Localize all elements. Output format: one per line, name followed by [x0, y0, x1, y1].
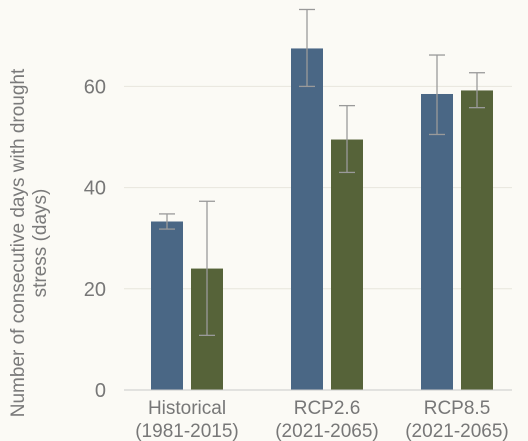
- category-label-line-2: (2021-2065): [275, 421, 379, 441]
- y-tick-label-20: 20: [84, 279, 106, 301]
- error-bar-series-1-2: [429, 54, 445, 136]
- category-label-line-2: (2021-2065): [405, 421, 509, 441]
- bar-series-1-1: [291, 48, 323, 390]
- error-bar-series-2-1: [339, 104, 355, 174]
- bars: [151, 48, 493, 391]
- error-bars: [124, 8, 512, 391]
- error-bar-series-1-0: [159, 213, 175, 230]
- x-axis-categories: Historical(1981-2015)RCP2.6(2021-2065)RC…: [135, 398, 509, 441]
- y-tick-label-40: 40: [84, 178, 106, 200]
- y-axis-title-line-2: stress (days): [30, 189, 51, 298]
- bar-series-2-1: [331, 139, 363, 390]
- bar-series-1-0: [151, 221, 183, 390]
- category-label-1: RCP2.6(2021-2065): [275, 398, 379, 441]
- error-bar-series-2-0: [199, 200, 215, 337]
- y-tick-label-60: 60: [84, 76, 106, 98]
- y-axis-ticks: 0 20 40 60: [84, 76, 106, 402]
- category-label-2: RCP8.5(2021-2065): [405, 398, 509, 441]
- error-bar-series-1-1: [299, 8, 315, 88]
- y-tick-label-0: 0: [95, 380, 106, 402]
- category-label-line-1: Historical: [148, 398, 226, 419]
- bar-series-1-2: [421, 93, 453, 391]
- y-axis-title-line-1: Number of consecutive days with drought: [8, 68, 29, 417]
- category-label-line-2: (1981-2015): [135, 421, 239, 441]
- category-label-line-1: RCP8.5: [424, 398, 491, 419]
- bar-series-2-2: [461, 90, 493, 390]
- error-bar-series-2-2: [469, 72, 485, 109]
- category-label-line-1: RCP2.6: [294, 398, 361, 419]
- y-axis-title: Number of consecutive days with drought …: [8, 68, 51, 417]
- category-label-0: Historical(1981-2015): [135, 398, 239, 441]
